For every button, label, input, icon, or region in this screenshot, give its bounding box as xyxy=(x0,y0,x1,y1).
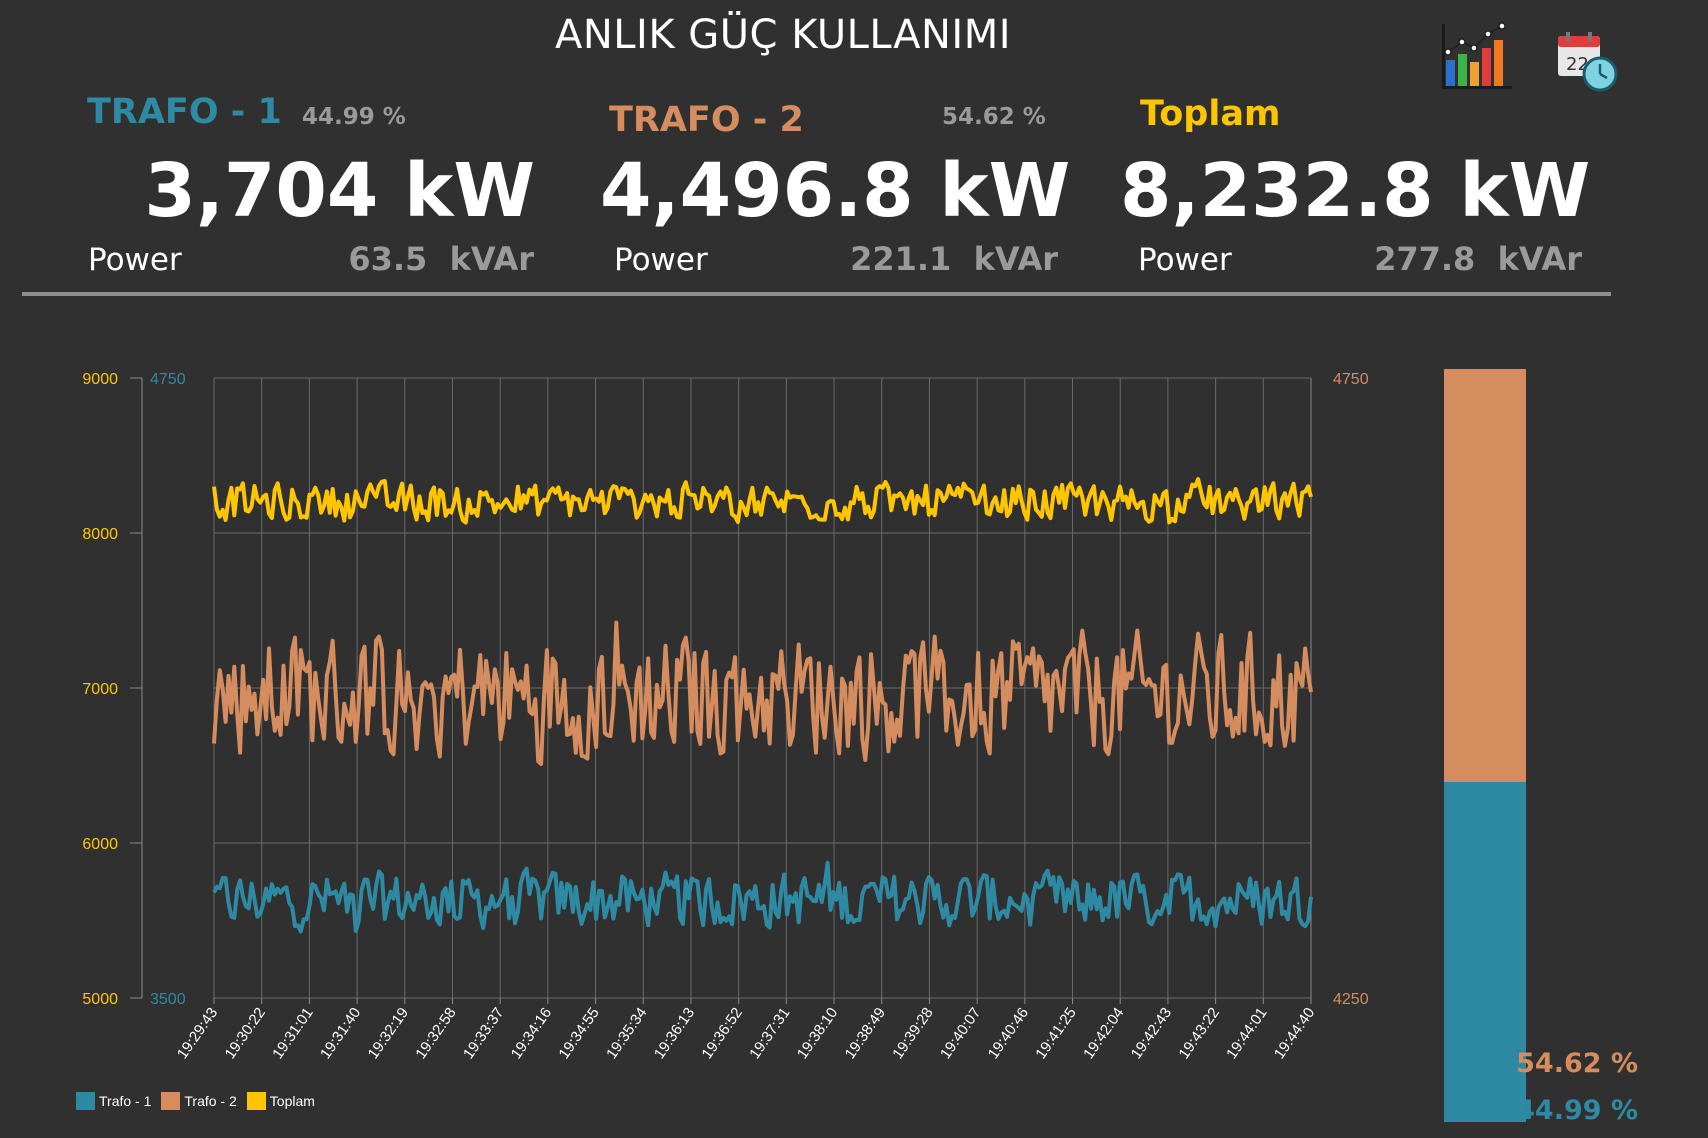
x-tick-label: 19:39:28 xyxy=(889,1005,936,1063)
calendar-clock-icon[interactable]: 22 xyxy=(1554,30,1620,94)
trafo1-power-label: Power xyxy=(88,242,182,278)
toplam-power-label: Power xyxy=(1138,242,1232,278)
power-line-chart: 5000 6000 7000 8000 9000 3500 4750 4250 4750 19:2… xyxy=(82,371,1369,1063)
bar-segment-trafo1 xyxy=(1444,781,1526,1122)
trafo1-title: TRAFO - 1 xyxy=(87,92,282,132)
x-tick-label: 19:41:25 xyxy=(1032,1005,1079,1063)
y-tick-label-trafo2: 4250 xyxy=(1333,991,1369,1008)
bar-label-trafo1: 44.99 % xyxy=(1516,1095,1638,1126)
toplam-title: Toplam xyxy=(1140,94,1281,134)
x-tick-label: 19:30:22 xyxy=(222,1005,269,1063)
y-tick-label-toplam: 9000 xyxy=(82,371,118,388)
y-tick-label-toplam: 6000 xyxy=(82,836,118,853)
legend-swatch-toplam xyxy=(246,1092,266,1110)
trafo2-kvar: 221.1 kVAr xyxy=(850,240,1058,278)
y-tick-label-trafo1: 4750 xyxy=(150,371,186,388)
x-tick-label: 19:38:49 xyxy=(842,1005,889,1063)
page-title: ANLIK GÜÇ KULLANIMI xyxy=(554,12,1012,58)
x-tick-label: 19:43:22 xyxy=(1175,1005,1222,1063)
y-tick-label-toplam: 7000 xyxy=(82,681,118,698)
x-tick-label: 19:42:04 xyxy=(1080,1005,1127,1063)
chart-legend: Trafo - 1 Trafo - 2 Toplam xyxy=(76,1092,325,1110)
x-tick-label: 19:44:40 xyxy=(1271,1005,1318,1063)
share-stacked-bar xyxy=(1444,369,1526,1122)
y-tick-label-trafo2: 4750 xyxy=(1333,371,1369,388)
x-tick-label: 19:34:16 xyxy=(508,1005,555,1063)
toplam-kvar: 277.8 kVAr xyxy=(1374,240,1582,278)
trafo1-power-value: 3,704 kW xyxy=(144,148,535,234)
trafo1-kvar: 63.5 kVAr xyxy=(348,240,534,278)
x-tick-label: 19:32:58 xyxy=(412,1005,459,1063)
x-tick-label: 19:34:55 xyxy=(555,1005,602,1063)
x-tick-label: 19:33:37 xyxy=(460,1005,507,1063)
y-tick-label-toplam: 5000 xyxy=(82,991,118,1008)
trafo2-title: TRAFO - 2 xyxy=(609,100,804,140)
x-tick-label: 19:37:31 xyxy=(746,1005,793,1063)
bar-label-trafo2: 54.62 % xyxy=(1516,1048,1638,1079)
x-tick-label: 19:31:01 xyxy=(269,1005,316,1063)
series-line-toplam xyxy=(212,477,1313,525)
trafo2-power-value: 4,496.8 kW xyxy=(600,148,1071,234)
toplam-power-value: 8,232.8 kW xyxy=(1120,148,1591,234)
trafo2-percent: 54.62 % xyxy=(942,104,1046,130)
legend-label-toplam: Toplam xyxy=(269,1093,315,1109)
series-line-trafo2 xyxy=(212,620,1313,766)
legend-item-trafo1[interactable]: Trafo - 1 xyxy=(76,1092,151,1110)
legend-swatch-trafo2 xyxy=(161,1092,181,1110)
x-tick-label: 19:32:19 xyxy=(365,1005,412,1063)
x-tick-label: 19:44:01 xyxy=(1223,1005,1270,1063)
x-tick-label: 19:42:43 xyxy=(1128,1005,1175,1063)
x-tick-label: 19:36:13 xyxy=(651,1005,698,1063)
legend-item-toplam[interactable]: Toplam xyxy=(246,1092,315,1110)
bar-segment-trafo2 xyxy=(1444,369,1526,782)
series-line-trafo1 xyxy=(212,860,1313,934)
y-tick-label-toplam: 8000 xyxy=(82,526,118,543)
trafo1-percent: 44.99 % xyxy=(302,104,406,130)
x-tick-label: 19:29:43 xyxy=(174,1005,221,1063)
legend-label-trafo1: Trafo - 1 xyxy=(99,1093,152,1109)
x-tick-label: 19:36:52 xyxy=(699,1005,746,1063)
x-tick-label: 19:38:10 xyxy=(794,1005,841,1063)
header-divider xyxy=(22,292,1611,296)
y-tick-label-trafo1: 3500 xyxy=(150,991,186,1008)
x-tick-label: 19:31:40 xyxy=(317,1005,364,1063)
trafo2-power-label: Power xyxy=(614,242,708,278)
bar-chart-icon[interactable] xyxy=(1440,16,1518,92)
x-tick-label: 19:40:46 xyxy=(985,1005,1032,1063)
legend-label-trafo2: Trafo - 2 xyxy=(184,1093,237,1109)
legend-swatch-trafo1 xyxy=(76,1092,95,1110)
x-tick-label: 19:35:34 xyxy=(603,1005,650,1063)
x-tick-label: 19:40:07 xyxy=(937,1005,984,1063)
legend-item-trafo2[interactable]: Trafo - 2 xyxy=(161,1092,237,1110)
